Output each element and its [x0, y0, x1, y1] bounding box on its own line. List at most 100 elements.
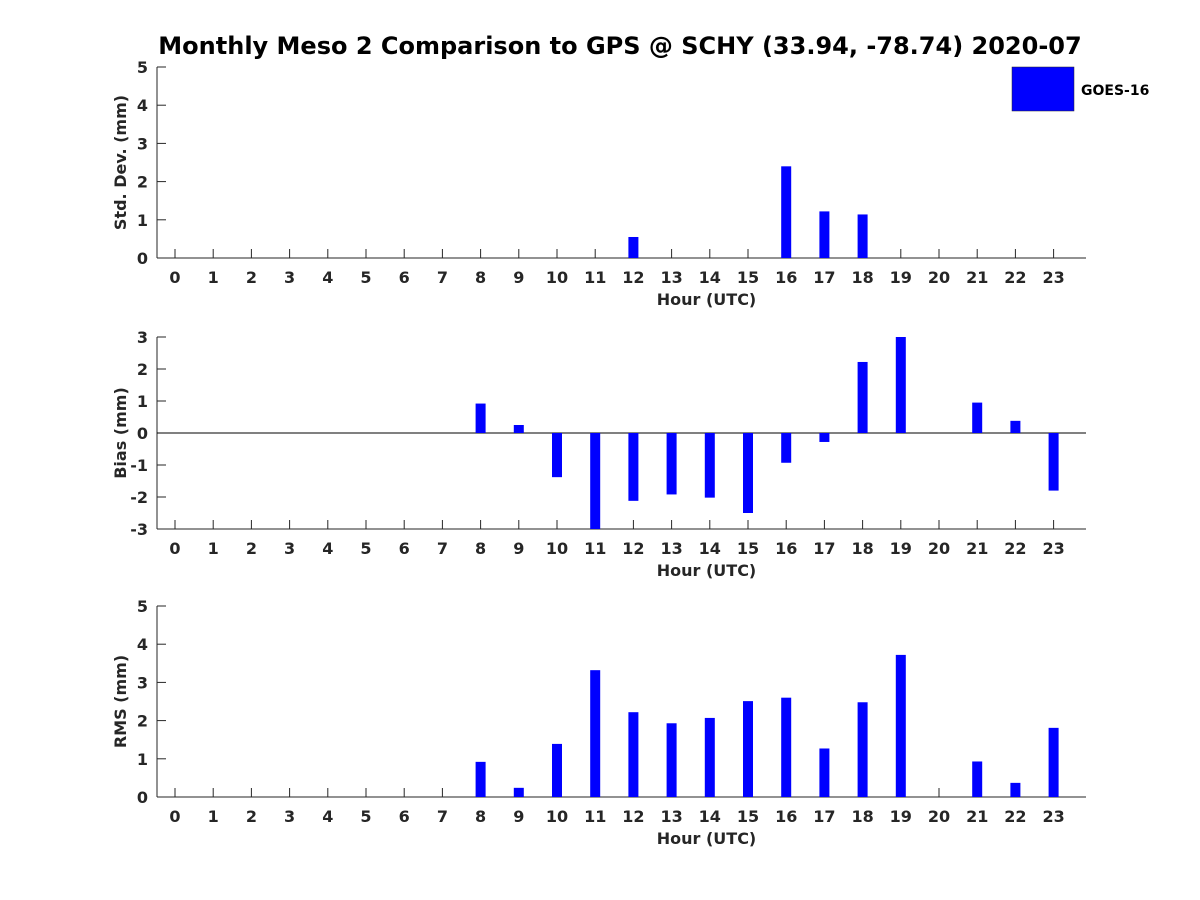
x-tick-label: 16	[775, 268, 797, 287]
x-tick-label: 2	[246, 807, 257, 826]
x-tick-label: 21	[966, 539, 988, 558]
bar	[704, 433, 715, 498]
y-tick-label: 2	[137, 360, 148, 379]
x-tick-label: 12	[622, 539, 644, 558]
x-tick-label: 6	[399, 539, 410, 558]
x-tick-label: 13	[660, 807, 682, 826]
y-tick-label: 4	[137, 635, 148, 654]
x-tick-label: 8	[475, 807, 486, 826]
x-tick-label: 6	[399, 268, 410, 287]
bar	[781, 697, 792, 797]
bar	[513, 787, 524, 797]
y-axis-label: RMS (mm)	[111, 655, 130, 748]
x-tick-label: 4	[322, 268, 333, 287]
x-tick-label: 12	[622, 268, 644, 287]
x-tick-label: 23	[1042, 539, 1064, 558]
x-tick-label: 1	[208, 268, 219, 287]
x-tick-label: 13	[660, 268, 682, 287]
x-tick-label: 16	[775, 807, 797, 826]
x-tick-label: 20	[928, 807, 950, 826]
bar	[666, 433, 677, 495]
x-tick-label: 11	[584, 539, 606, 558]
x-tick-label: 5	[360, 807, 371, 826]
bar	[1048, 433, 1059, 491]
x-axis-label: Hour (UTC)	[657, 829, 757, 848]
y-tick-label: 1	[137, 750, 148, 769]
x-tick-label: 9	[513, 539, 524, 558]
y-tick-label: -3	[130, 520, 148, 539]
bar	[743, 701, 753, 797]
x-tick-label: 7	[437, 268, 448, 287]
y-tick-label: 0	[137, 788, 148, 807]
x-tick-label: 21	[966, 807, 988, 826]
x-tick-label: 2	[246, 539, 257, 558]
legend-swatch	[1011, 66, 1075, 112]
x-tick-label: 15	[737, 268, 759, 287]
y-tick-label: -1	[130, 456, 148, 475]
y-axis-label: Bias (mm)	[111, 387, 130, 479]
y-tick-label: 5	[137, 597, 148, 616]
y-tick-label: 0	[137, 249, 148, 268]
x-tick-label: 5	[360, 539, 371, 558]
bar	[895, 654, 906, 797]
y-tick-label: 1	[137, 211, 148, 230]
bar	[819, 748, 830, 797]
x-tick-label: 8	[475, 268, 486, 287]
x-tick-label: 1	[208, 807, 219, 826]
bar	[628, 236, 639, 258]
legend-label: GOES-16	[1081, 83, 1149, 99]
y-tick-label: 3	[137, 328, 148, 347]
x-tick-label: 5	[360, 268, 371, 287]
y-tick-label: 2	[137, 173, 148, 192]
bar	[895, 337, 906, 433]
bar	[666, 723, 677, 797]
y-tick-label: 5	[137, 58, 148, 77]
bar	[475, 403, 486, 433]
bar	[590, 670, 601, 797]
x-tick-label: 11	[584, 268, 606, 287]
x-tick-label: 19	[890, 539, 912, 558]
bar	[1010, 420, 1021, 433]
x-tick-label: 21	[966, 268, 988, 287]
legend: GOES-16	[1011, 66, 1149, 112]
chart-title: Monthly Meso 2 Comparison to GPS @ SCHY …	[158, 32, 1081, 60]
x-tick-label: 14	[699, 268, 721, 287]
y-tick-label: 0	[137, 424, 148, 443]
x-tick-label: 7	[437, 539, 448, 558]
x-tick-label: 3	[284, 539, 295, 558]
x-tick-label: 9	[513, 807, 524, 826]
x-tick-label: 0	[169, 807, 180, 826]
x-tick-label: 14	[699, 539, 721, 558]
bar	[590, 433, 601, 529]
x-tick-label: 13	[660, 539, 682, 558]
x-tick-label: 3	[284, 807, 295, 826]
x-tick-label: 16	[775, 539, 797, 558]
x-tick-label: 4	[322, 539, 333, 558]
x-tick-label: 19	[890, 807, 912, 826]
bar	[552, 433, 562, 478]
x-tick-label: 14	[699, 807, 721, 826]
y-tick-label: 3	[137, 134, 148, 153]
x-tick-label: 7	[437, 807, 448, 826]
bar	[972, 761, 983, 797]
x-tick-label: 11	[584, 807, 606, 826]
bar	[628, 433, 639, 501]
x-tick-label: 6	[399, 807, 410, 826]
x-tick-label: 2	[246, 268, 257, 287]
x-tick-label: 17	[813, 268, 835, 287]
bar	[819, 211, 830, 258]
bar	[1048, 727, 1059, 797]
x-tick-label: 3	[284, 268, 295, 287]
x-axis-label: Hour (UTC)	[657, 290, 757, 309]
x-tick-label: 15	[737, 807, 759, 826]
bar	[781, 433, 792, 463]
x-tick-label: 19	[890, 268, 912, 287]
x-tick-label: 10	[546, 807, 568, 826]
x-tick-label: 20	[928, 539, 950, 558]
x-tick-label: 18	[851, 268, 873, 287]
x-tick-label: 17	[813, 807, 835, 826]
bar	[475, 761, 486, 797]
x-tick-label: 20	[928, 268, 950, 287]
x-tick-label: 23	[1042, 268, 1064, 287]
